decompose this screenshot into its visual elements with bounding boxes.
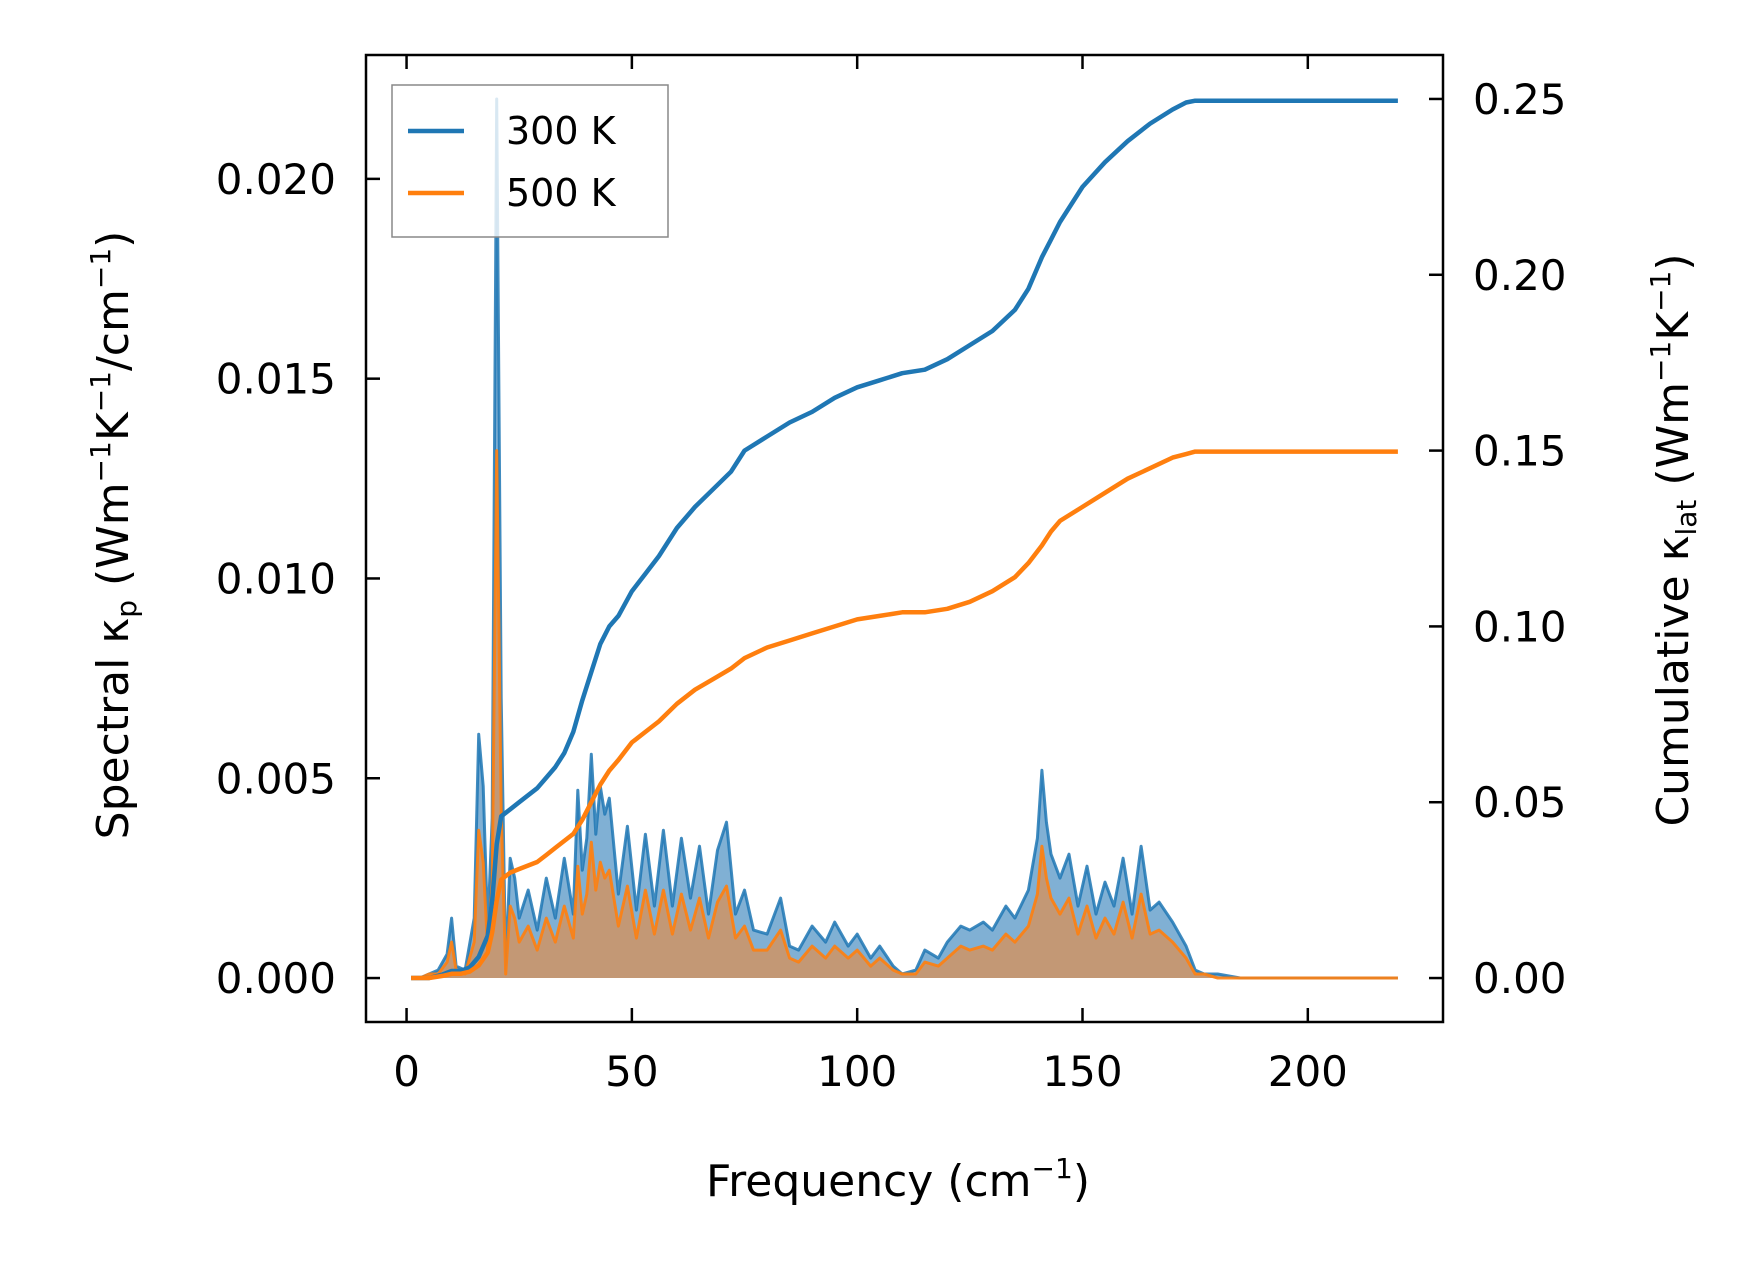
axes: 0 50 100 150 200 0.000 0.005 0.010 0.015 0.020 0.0… [216,53,1567,1096]
x-tick-label: 0 [393,1047,420,1096]
legend-label: 500 K [506,171,617,215]
y-axis-right-title: Cumulative κlat (Wm−1K−1) [1644,253,1703,826]
plot-area [411,97,1398,981]
y-left-tick-label: 0.015 [216,355,336,404]
spectral-500k-line [411,449,1398,980]
x-axis-title: Frequency (cm−1) [706,1152,1090,1207]
y-right-tick-label: 0.25 [1473,75,1567,124]
legend-box [391,84,669,238]
cumulative-300k-line [411,98,1398,981]
y-right-tick-label: 0.15 [1473,427,1567,476]
plot-clip-group [411,97,1398,981]
cumulative-500k-line [411,449,1398,981]
y-left-tick-label: 0.000 [216,954,336,1003]
y-right-tick-label: 0.20 [1473,251,1567,300]
legend: 300 K 500 K [391,84,669,238]
y-right-tick-label: 0.05 [1473,778,1567,827]
x-tick-label: 150 [1042,1047,1122,1096]
x-tick-label: 50 [605,1047,658,1096]
y-axis-left-title: Spectral κp (Wm−1K−1/cm−1) [84,231,143,840]
x-tick-label: 200 [1268,1047,1348,1096]
legend-label: 300 K [506,109,617,153]
spectral-300k-line [411,97,1398,980]
axes-frame [364,53,1445,1024]
x-tick-label: 100 [817,1047,897,1096]
y-right-tick-label: 0.00 [1473,954,1567,1003]
y-left-tick-label: 0.010 [216,554,336,603]
y-left-tick-label: 0.005 [216,754,336,803]
y-right-tick-label: 0.10 [1473,602,1567,651]
y-left-tick-label: 0.020 [216,155,336,204]
